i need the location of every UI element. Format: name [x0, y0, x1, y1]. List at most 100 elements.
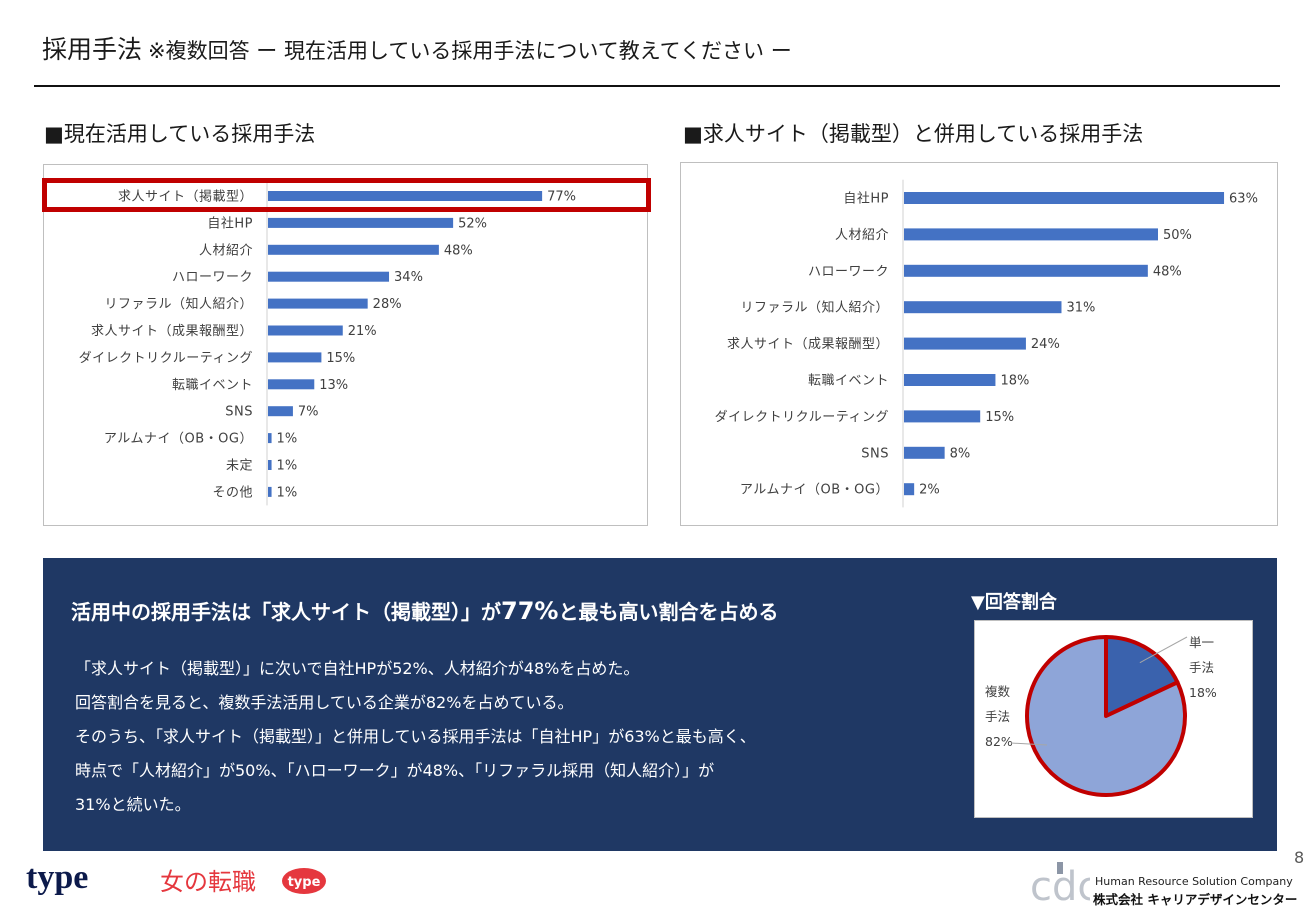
category-label: 求人サイト（成果報酬型）	[91, 324, 253, 339]
bar	[904, 264, 1148, 277]
value-label: 48%	[1153, 264, 1182, 279]
summary-line: 「求人サイト（掲載型）」に次いで自社HPが52%、人材紹介が48%を占めた。	[75, 659, 640, 678]
value-label: 1%	[277, 459, 298, 474]
title-divider	[34, 85, 1280, 87]
bar	[904, 228, 1158, 241]
company-name-en: Human Resource Solution Company	[1095, 875, 1293, 888]
value-label: 1%	[277, 432, 298, 447]
category-label: アルムナイ（OB・OG）	[740, 483, 889, 498]
bar	[904, 192, 1225, 204]
pie-slice	[1104, 635, 1180, 718]
bar	[268, 191, 543, 201]
bar	[904, 446, 945, 459]
value-label: 52%	[458, 216, 487, 231]
pie-slice-label: 18%	[1189, 685, 1217, 700]
value-label: 2%	[919, 483, 940, 498]
value-label: 18%	[1000, 374, 1029, 389]
category-label: ダイレクトリクルーティング	[715, 410, 889, 425]
left-bar-chart-svg: 求人サイト（掲載型） 77% 自社HP 52% 人材紹介 48% ハローワーク 34% リファラ…	[79, 182, 576, 506]
headline-post: と最も高い割合を占める	[558, 600, 779, 624]
highlight-frame	[42, 178, 651, 212]
category-label: 転職イベント	[172, 378, 253, 393]
category-label: 未定	[226, 459, 253, 474]
value-label: 31%	[1066, 301, 1095, 316]
category-label: リファラル（知人紹介）	[740, 300, 889, 316]
pie-slice	[1025, 635, 1187, 797]
value-label: 77%	[547, 190, 576, 205]
category-label: 自社HP	[843, 191, 889, 207]
bar	[268, 217, 454, 228]
category-label: ダイレクトリクルーティング	[79, 351, 253, 366]
category-label: その他	[212, 485, 253, 500]
bar	[268, 271, 390, 282]
summary-line: 回答割合を見ると、複数手法活用している企業が82%を占めている。	[75, 693, 574, 712]
pie-slice-label: 82%	[985, 734, 1013, 749]
value-label: 15%	[985, 410, 1014, 425]
category-label: SNS	[861, 446, 889, 461]
bar	[268, 298, 368, 309]
woman-logo-badge	[282, 868, 326, 894]
pie-heading: ▼回答割合	[971, 592, 1057, 613]
headline-pre: 活用中の採用手法は「求人サイト（掲載型）」が	[71, 600, 501, 624]
category-label: SNS	[225, 405, 253, 420]
summary-panel: 活用中の採用手法は「求人サイト（掲載型）」が77%と最も高い割合を占める 「求人…	[43, 558, 1277, 851]
value-label: 24%	[1031, 337, 1060, 352]
value-label: 15%	[326, 351, 355, 366]
value-label: 48%	[444, 243, 473, 258]
cdc-logo-mark	[1057, 862, 1063, 874]
woman-logo-badge-text: type	[288, 875, 321, 890]
pie-leader-line	[1139, 636, 1188, 664]
type-logo-text: type	[26, 859, 88, 896]
value-label: 1%	[277, 485, 298, 500]
pie-chart: 単一 手法 18% 複数 手法 82%	[974, 620, 1253, 818]
category-label: リファラル（知人紹介）	[104, 296, 253, 312]
company-name-ja: 株式会社 キャリアデザインセンター	[1093, 892, 1298, 907]
bar	[268, 379, 315, 390]
woman-job-logo: 女の転職 type	[160, 868, 326, 896]
woman-logo-text: 女の転職	[160, 868, 256, 896]
pie-slice-label: 手法	[985, 709, 1010, 724]
value-label: 34%	[394, 270, 423, 285]
left-section-heading: ■現在活用している採用手法	[44, 122, 316, 146]
type-logo: type	[26, 859, 88, 896]
pie-slice-label: 単一	[1189, 635, 1214, 650]
category-label: 人材紹介	[199, 243, 253, 258]
bar	[268, 406, 293, 417]
bar	[904, 374, 996, 386]
bar	[268, 244, 439, 255]
bar	[904, 337, 1026, 350]
title-main: 採用手法	[42, 35, 143, 64]
value-label: 28%	[373, 297, 402, 312]
pie-leader-line	[1010, 742, 1048, 746]
right-section-heading: ■求人サイト（掲載型）と併用している採用手法	[683, 122, 1144, 146]
bar	[268, 433, 272, 444]
bar	[904, 410, 981, 423]
value-label: 21%	[348, 324, 377, 339]
page-number: 8	[1294, 848, 1305, 867]
right-bar-chart: 自社HP 63% 人材紹介 50% ハローワーク 48% リファラル（知人紹介） 31% 求人サ…	[680, 162, 1278, 526]
pie-slice-label: 手法	[1189, 660, 1214, 675]
category-label: 求人サイト（成果報酬型）	[727, 337, 889, 352]
left-bar-chart: 求人サイト（掲載型） 77% 自社HP 52% 人材紹介 48% ハローワーク 34% リファラ…	[43, 164, 648, 526]
summary-line: 時点で「人材紹介」が50%、「ハローワーク」が48%、「リファラル採用（知人紹介…	[75, 761, 715, 780]
bar	[904, 301, 1062, 314]
category-label: ハローワーク	[808, 264, 889, 279]
category-label: 転職イベント	[808, 374, 889, 389]
value-label: 50%	[1163, 228, 1192, 243]
category-label: 人材紹介	[835, 228, 889, 243]
category-label: ハローワーク	[172, 270, 253, 285]
summary-headline: 活用中の採用手法は「求人サイト（掲載型）」が77%と最も高い割合を占める	[71, 596, 778, 625]
pie-slice-label: 複数	[985, 684, 1011, 699]
bar	[904, 483, 915, 496]
summary-text: 「求人サイト（掲載型）」に次いで自社HPが52%、人材紹介が48%を占めた。 回…	[75, 652, 756, 822]
headline-value: 77%	[501, 597, 559, 625]
category-label: 自社HP	[207, 215, 253, 231]
bar	[268, 486, 272, 497]
title-subtitle: ※複数回答 ー 現在活用している採用手法について教えてください ー	[148, 39, 792, 63]
value-label: 8%	[950, 446, 971, 461]
category-label: 求人サイト（掲載型）	[118, 189, 253, 205]
value-label: 13%	[319, 378, 348, 393]
bar	[268, 352, 322, 363]
cdc-logo: cdc	[1030, 862, 1090, 906]
